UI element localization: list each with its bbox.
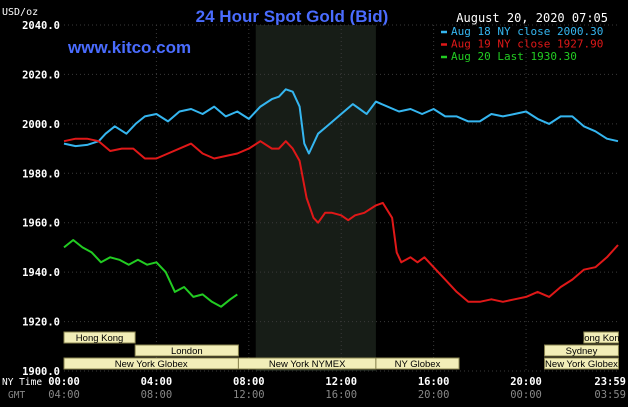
y-axis-ticks: 1900.0 1920.0 1940.0 1960.0 1980.0 2000.0 2020… bbox=[22, 20, 60, 378]
session-label: New York NYMEX bbox=[269, 359, 346, 370]
session-bar bbox=[63, 331, 136, 344]
session-bar bbox=[375, 357, 460, 370]
series-line-1 bbox=[63, 137, 619, 303]
grid-lines bbox=[64, 24, 618, 372]
y-axis-unit-label: USD/oz bbox=[2, 7, 38, 18]
series-line-0 bbox=[63, 88, 619, 155]
x-tick-label-gmt: 00:00 bbox=[510, 389, 542, 401]
session-bar bbox=[544, 344, 619, 357]
session-label: NY Globex bbox=[395, 359, 441, 370]
legend-entry: Aug 20 Last 1930.30 bbox=[451, 50, 577, 63]
y-tick-label: 1940.0 bbox=[22, 267, 60, 279]
y-tick-label: 2020.0 bbox=[22, 69, 60, 81]
x-tick-label-ny: 00:00 bbox=[48, 376, 80, 388]
session-label: Hong Kong bbox=[76, 333, 124, 344]
market-sessions: Hong Kong Hong Kong London Sydney New York G… bbox=[63, 331, 625, 370]
x-tick-label-ny: 23:59 bbox=[594, 376, 626, 388]
x-tick-label-gmt: 12:00 bbox=[233, 389, 265, 401]
chart-timestamp: August 20, 2020 07:05 bbox=[456, 11, 608, 25]
x-tick-label-ny: 04:00 bbox=[141, 376, 173, 388]
x-tick-label-gmt: 03:59 bbox=[594, 389, 626, 401]
y-tick-label: 1920.0 bbox=[22, 317, 60, 329]
session-label: Hong Kong bbox=[577, 333, 625, 344]
kitco-watermark: www.kitco.com bbox=[67, 38, 191, 57]
series-line-2 bbox=[63, 239, 238, 308]
x-tick-label-ny: 12:00 bbox=[325, 376, 357, 388]
session-bar bbox=[583, 331, 619, 344]
x-tick-label-ny: 16:00 bbox=[418, 376, 450, 388]
x-tick-label-gmt: 16:00 bbox=[325, 389, 357, 401]
session-label: London bbox=[171, 346, 203, 357]
legend-entry: Aug 18 NY close 2000.30 bbox=[451, 25, 603, 38]
series-lines bbox=[63, 88, 619, 308]
x-tick-label-gmt: 04:00 bbox=[48, 389, 80, 401]
session-bar bbox=[544, 357, 619, 370]
chart-title: 24 Hour Spot Gold (Bid) bbox=[196, 7, 389, 26]
session-label: New York Globex bbox=[545, 359, 618, 370]
legend-entry: Aug 19 NY close 1927.90 bbox=[451, 38, 603, 51]
y-tick-label: 2040.0 bbox=[22, 20, 60, 32]
session-label: New York Globex bbox=[115, 359, 188, 370]
y-tick-label: 2000.0 bbox=[22, 119, 60, 131]
y-tick-label: 1960.0 bbox=[22, 218, 60, 230]
x-axis-ticks: 00:0004:0004:0008:0008:0012:0012:0016:00… bbox=[48, 376, 626, 401]
x-tick-label-gmt: 08:00 bbox=[141, 389, 173, 401]
y-tick-label: 1980.0 bbox=[22, 168, 60, 180]
session-label: Sydney bbox=[566, 346, 598, 357]
ny-time-row-label: NY Time bbox=[2, 377, 42, 388]
session-bar bbox=[134, 344, 239, 357]
x-tick-label-gmt: 20:00 bbox=[418, 389, 450, 401]
gmt-row-label: GMT bbox=[8, 390, 25, 401]
x-tick-label-ny: 20:00 bbox=[510, 376, 542, 388]
x-tick-label-ny: 08:00 bbox=[233, 376, 265, 388]
nymex-session-band bbox=[255, 25, 376, 371]
y-tick-label: 1900.0 bbox=[22, 366, 60, 378]
